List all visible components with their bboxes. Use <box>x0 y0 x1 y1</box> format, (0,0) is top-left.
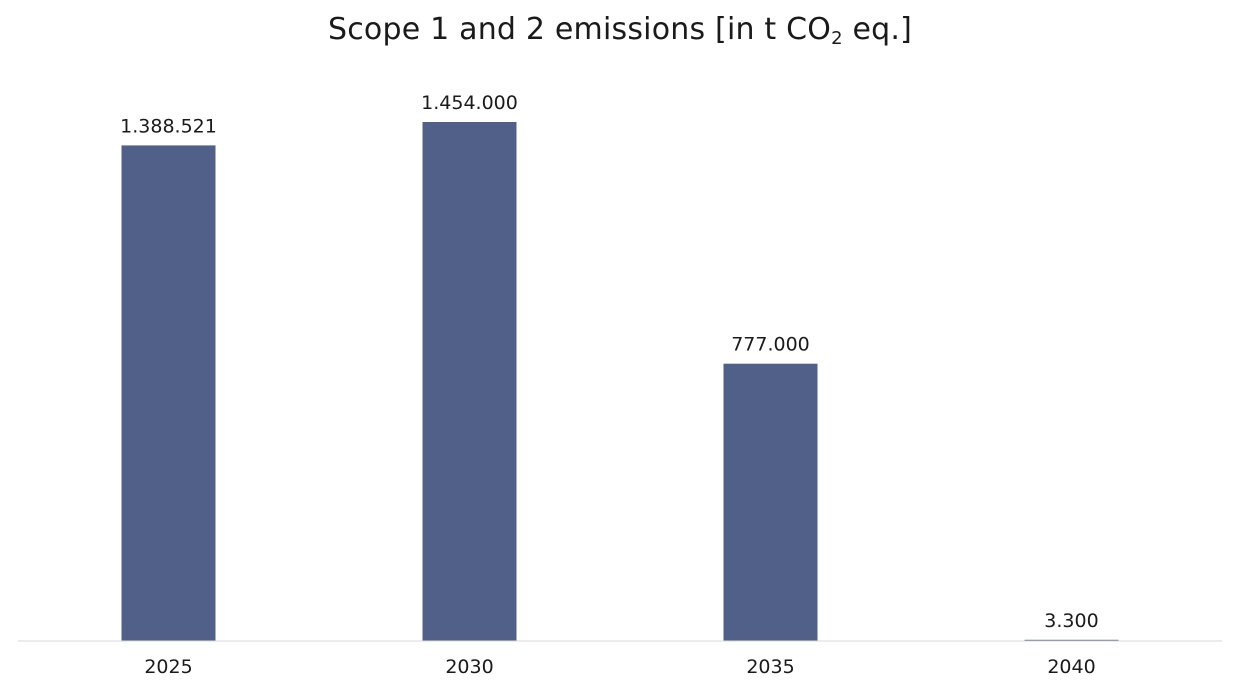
data-label-2030: 1.454.000 <box>421 92 518 114</box>
data-label-2040: 3.300 <box>1044 610 1098 632</box>
x-tick-label-2040: 2040 <box>1047 656 1095 678</box>
chart-title: Scope 1 and 2 emissions [in t CO2 eq.] <box>0 12 1240 49</box>
x-tick-label-2025: 2025 <box>144 656 192 678</box>
title-subscript: 2 <box>831 28 843 49</box>
data-label-2035: 777.000 <box>731 334 810 356</box>
data-label-2025: 1.388.521 <box>120 115 217 137</box>
title-prefix: Scope 1 and 2 emissions [in t CO <box>327 12 832 47</box>
x-tick-label-2035: 2035 <box>746 656 794 678</box>
bar-2040 <box>1024 639 1119 641</box>
bar-2030 <box>422 122 517 641</box>
bar-2025 <box>121 145 216 641</box>
title-suffix: eq.] <box>842 12 913 47</box>
plot-area: 1.388.521 2025 1.454.000 2030 777.000 2035 3.3… <box>120 92 1119 678</box>
bar-2035 <box>723 363 818 641</box>
x-tick-label-2030: 2030 <box>445 656 493 678</box>
